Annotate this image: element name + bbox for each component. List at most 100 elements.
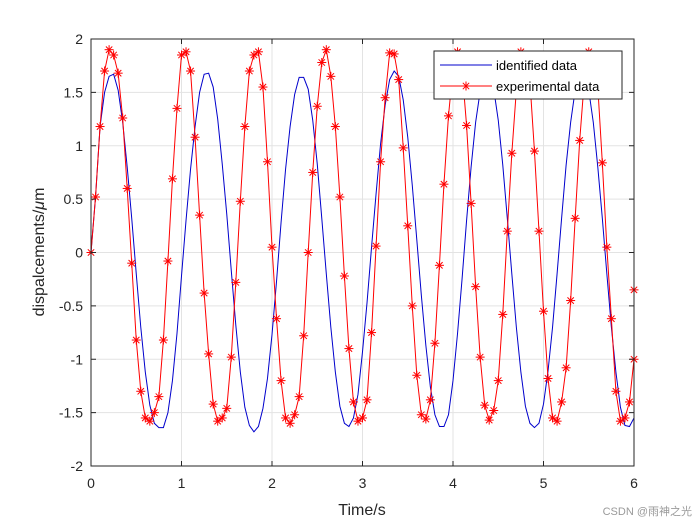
legend: identified data experimental data (433, 50, 623, 100)
legend-label-experimental: experimental data (496, 79, 600, 94)
identified-data-line (90, 70, 635, 433)
experimental-data-point (208, 399, 218, 409)
experimental-data-point (249, 50, 259, 60)
y-tick-label: -0.5 (59, 298, 83, 314)
x-tick-label: 4 (449, 475, 457, 491)
experimental-data-point (425, 395, 435, 405)
experimental-data-point (480, 400, 490, 410)
experimental-data-point (145, 416, 155, 426)
experimental-data-point (548, 413, 558, 423)
experimental-data-point (339, 271, 349, 281)
experimental-data-point (466, 198, 476, 208)
experimental-data-point (267, 242, 277, 252)
experimental-data-point (371, 241, 381, 251)
legend-box (433, 50, 623, 100)
experimental-data-point (484, 415, 494, 425)
experimental-data-point (439, 179, 449, 189)
experimental-data-point (624, 397, 634, 407)
experimental-data-point (195, 210, 205, 220)
experimental-data-point (403, 221, 413, 231)
y-tick-label: -1.5 (59, 405, 83, 421)
experimental-data-point (539, 306, 548, 316)
experimental-data-point (620, 413, 630, 423)
y-tick-label: 1 (75, 138, 83, 154)
watermark: CSDN @雨神之光 (602, 506, 692, 518)
experimental-data-point (253, 47, 263, 57)
experimental-data-point (199, 288, 209, 298)
experimental-data-point (493, 376, 503, 386)
experimental-data-point (172, 103, 182, 113)
y-axis-title-unit: m (31, 188, 48, 201)
experimental-data-point (127, 258, 137, 268)
experimental-data-point (217, 413, 227, 423)
experimental-data-point (389, 49, 399, 59)
experimental-data-point (272, 314, 282, 324)
experimental-data-point (570, 213, 580, 223)
experimental-data-point (615, 416, 625, 426)
experimental-data-point (597, 158, 607, 168)
experimental-data-point (543, 373, 553, 383)
experimental-data-point (109, 50, 119, 60)
experimental-data-point (299, 331, 309, 341)
experimental-data-point (353, 416, 363, 426)
experimental-data-point (602, 242, 612, 252)
legend-marker-experimental (461, 81, 471, 91)
y-tick-label: -1 (71, 351, 84, 367)
experimental-data-point (91, 192, 101, 202)
experimental-data-point (204, 349, 214, 359)
x-tick-label: 5 (540, 475, 548, 491)
experimental-data-point (290, 410, 300, 420)
experimental-data-point (489, 405, 499, 415)
y-tick-label: -2 (71, 458, 84, 474)
experimental-data-point (566, 296, 576, 306)
axis-ticks (90, 38, 635, 467)
experimental-data-point (358, 413, 367, 423)
experimental-data-point (149, 408, 159, 418)
experimental-data-point (380, 93, 390, 103)
experimental-data-point (177, 50, 186, 60)
experimental-data-point (226, 352, 236, 362)
experimental-data-point (122, 183, 132, 193)
y-axis-title-unit-symbol: μ (31, 201, 48, 211)
experimental-data-point (412, 370, 422, 380)
experimental-data-point (462, 120, 472, 130)
experimental-data-point (163, 256, 173, 266)
experimental-data-point (475, 352, 485, 362)
experimental-data-point (276, 376, 286, 386)
experimental-data-point (502, 226, 512, 236)
experimental-data-point (326, 71, 336, 81)
legend-label-identified: identified data (496, 58, 578, 73)
experimental-data-point (434, 260, 444, 270)
experimental-data-point (294, 392, 304, 402)
x-axis-title: Time/s (338, 502, 385, 519)
experimental-data-point (529, 146, 539, 156)
x-tick-label: 3 (359, 475, 367, 491)
experimental-data-point (131, 335, 141, 345)
experimental-data-point (154, 392, 164, 402)
experimental-data-point (303, 248, 313, 257)
experimental-data-point (167, 174, 177, 184)
experimental-data-point (507, 148, 517, 158)
y-tick-label: 0.5 (64, 191, 84, 207)
y-tick-label: 2 (75, 31, 83, 47)
experimental-data-point (285, 418, 295, 428)
x-tick-label: 6 (630, 475, 638, 491)
experimental-data-point (421, 414, 431, 424)
experimental-data-point (376, 157, 386, 167)
experimental-data-point (136, 386, 146, 396)
experimental-data-point (385, 48, 395, 58)
experimental-data-point (557, 397, 567, 407)
experimental-data-point (430, 338, 440, 348)
experimental-data-point (367, 328, 377, 338)
experimental-data-point (394, 75, 404, 85)
experimental-data-point (348, 397, 358, 407)
x-tick-label: 2 (268, 475, 276, 491)
experimental-data-point (113, 68, 123, 78)
experimental-data-point (258, 82, 268, 92)
experimental-data-point (95, 122, 105, 132)
y-axis-title: dispalcements/μm (31, 188, 48, 317)
experimental-data-point (308, 167, 318, 177)
x-tick-label: 0 (87, 475, 95, 491)
experimental-data-point (222, 403, 232, 413)
